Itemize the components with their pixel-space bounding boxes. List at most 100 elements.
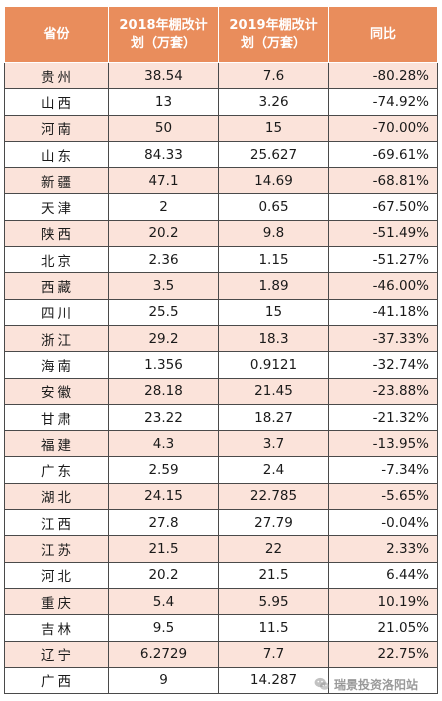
plan-2018-cell: 2.59 xyxy=(108,456,219,484)
province-cell: 甘肃 xyxy=(4,403,109,432)
yoy-cell: 6.44% xyxy=(328,561,438,589)
province-cell: 吉林 xyxy=(4,614,109,642)
plan-2019-cell: 0.9121 xyxy=(218,351,329,379)
yoy-cell xyxy=(328,666,438,695)
plan-2019-cell: 2.4 xyxy=(218,456,329,484)
header-row: 省份 2018年棚改计划（万套） 2019年棚改计划（万套） 同比 xyxy=(4,6,438,63)
table-row: 安徽 28.18 21.45 -23.88% xyxy=(4,377,438,405)
province-cell: 天津 xyxy=(4,193,109,221)
province-cell: 贵州 xyxy=(4,61,109,90)
table-row: 陕西 20.2 9.8 -51.49% xyxy=(4,219,438,248)
table-row: 江西 27.8 27.79 -0.04% xyxy=(4,509,438,537)
header-plan-2019: 2019年棚改计划（万套） xyxy=(218,6,329,63)
plan-2018-cell: 27.8 xyxy=(108,509,219,537)
header-province: 省份 xyxy=(4,6,109,63)
plan-2018-cell: 50 xyxy=(108,114,219,142)
yoy-cell: -5.65% xyxy=(328,482,438,511)
province-cell: 浙江 xyxy=(4,324,109,353)
province-cell: 海南 xyxy=(4,351,109,379)
yoy-cell: -0.04% xyxy=(328,509,438,537)
yoy-cell: -46.00% xyxy=(328,272,438,300)
yoy-cell: -68.81% xyxy=(328,167,438,195)
yoy-cell: -80.28% xyxy=(328,61,438,90)
province-cell: 重庆 xyxy=(4,587,109,616)
table-row: 辽宁 6.2729 7.7 22.75% xyxy=(4,640,438,668)
plan-2019-cell: 21.5 xyxy=(218,561,329,589)
plan-2019-cell: 18.3 xyxy=(218,324,329,353)
province-cell: 广东 xyxy=(4,456,109,484)
plan-2019-cell: 18.27 xyxy=(218,403,329,432)
plan-2019-cell: 14.287 xyxy=(218,666,329,695)
yoy-cell: 21.05% xyxy=(328,614,438,642)
table-row: 广东 2.59 2.4 -7.34% xyxy=(4,456,438,484)
province-cell: 四川 xyxy=(4,298,109,326)
province-cell: 新疆 xyxy=(4,167,109,195)
province-cell: 江西 xyxy=(4,509,109,537)
yoy-cell: -13.95% xyxy=(328,430,438,458)
plan-2019-cell: 27.79 xyxy=(218,509,329,537)
table-row: 福建 4.3 3.7 -13.95% xyxy=(4,430,438,458)
yoy-cell: -23.88% xyxy=(328,377,438,405)
province-cell: 河南 xyxy=(4,114,109,142)
plan-2018-cell: 20.2 xyxy=(108,561,219,589)
table-row: 海南 1.356 0.9121 -32.74% xyxy=(4,351,438,379)
table-row: 河北 20.2 21.5 6.44% xyxy=(4,561,438,589)
table-header: 省份 2018年棚改计划（万套） 2019年棚改计划（万套） 同比 xyxy=(4,6,438,63)
plan-2018-cell: 4.3 xyxy=(108,430,219,458)
plan-2019-cell: 7.7 xyxy=(218,640,329,668)
table-row: 山西 13 3.26 -74.92% xyxy=(4,88,438,116)
plan-2018-cell: 25.5 xyxy=(108,298,219,326)
plan-2018-cell: 13 xyxy=(108,88,219,116)
yoy-cell: 2.33% xyxy=(328,535,438,563)
plan-2019-cell: 14.69 xyxy=(218,167,329,195)
plan-2019-cell: 7.6 xyxy=(218,61,329,90)
plan-2019-cell: 11.5 xyxy=(218,614,329,642)
yoy-cell: -69.61% xyxy=(328,140,438,169)
table-body: 贵州 38.54 7.6 -80.28% 山西 13 3.26 -74.92% 河南 50 15 -7… xyxy=(4,61,438,695)
table-row: 西藏 3.5 1.89 -46.00% xyxy=(4,272,438,300)
table-row: 湖北 24.15 22.785 -5.65% xyxy=(4,482,438,511)
plan-2018-cell: 24.15 xyxy=(108,482,219,511)
province-cell: 辽宁 xyxy=(4,640,109,668)
table-row: 河南 50 15 -70.00% xyxy=(4,114,438,142)
plan-2018-cell: 2.36 xyxy=(108,246,219,274)
plan-2018-cell: 6.2729 xyxy=(108,640,219,668)
table-row: 江苏 21.5 22 2.33% xyxy=(4,535,438,563)
plan-2019-cell: 25.627 xyxy=(218,140,329,169)
yoy-cell: -32.74% xyxy=(328,351,438,379)
yoy-cell: -74.92% xyxy=(328,88,438,116)
plan-2019-cell: 15 xyxy=(218,114,329,142)
plan-2019-cell: 0.65 xyxy=(218,193,329,221)
table-row: 山东 84.33 25.627 -69.61% xyxy=(4,140,438,169)
plan-2018-cell: 28.18 xyxy=(108,377,219,405)
plan-2019-cell: 15 xyxy=(218,298,329,326)
yoy-cell: -51.27% xyxy=(328,246,438,274)
table-row: 新疆 47.1 14.69 -68.81% xyxy=(4,167,438,195)
province-cell: 河北 xyxy=(4,561,109,589)
table-row: 北京 2.36 1.15 -51.27% xyxy=(4,246,438,274)
province-cell: 北京 xyxy=(4,246,109,274)
plan-2019-cell: 22.785 xyxy=(218,482,329,511)
plan-2018-cell: 5.4 xyxy=(108,587,219,616)
table-row: 四川 25.5 15 -41.18% xyxy=(4,298,438,326)
province-cell: 陕西 xyxy=(4,219,109,248)
table-row: 天津 2 0.65 -67.50% xyxy=(4,193,438,221)
table-row: 贵州 38.54 7.6 -80.28% xyxy=(4,61,438,90)
table-row: 甘肃 23.22 18.27 -21.32% xyxy=(4,403,438,432)
table-row: 广西 9 14.287 xyxy=(4,666,438,695)
data-sheet: 省份 2018年棚改计划（万套） 2019年棚改计划（万套） 同比 贵州 38.5… xyxy=(4,6,438,695)
plan-2018-cell: 84.33 xyxy=(108,140,219,169)
province-cell: 西藏 xyxy=(4,272,109,300)
plan-2019-cell: 3.26 xyxy=(218,88,329,116)
plan-2018-cell: 20.2 xyxy=(108,219,219,248)
plan-2019-cell: 21.45 xyxy=(218,377,329,405)
plan-2019-cell: 5.95 xyxy=(218,587,329,616)
header-yoy: 同比 xyxy=(328,6,438,63)
plan-2019-cell: 3.7 xyxy=(218,430,329,458)
housing-plan-table: 省份 2018年棚改计划（万套） 2019年棚改计划（万套） 同比 贵州 38.5… xyxy=(4,6,438,695)
yoy-cell: 22.75% xyxy=(328,640,438,668)
province-cell: 福建 xyxy=(4,430,109,458)
plan-2019-cell: 22 xyxy=(218,535,329,563)
plan-2019-cell: 1.15 xyxy=(218,246,329,274)
yoy-cell: -70.00% xyxy=(328,114,438,142)
